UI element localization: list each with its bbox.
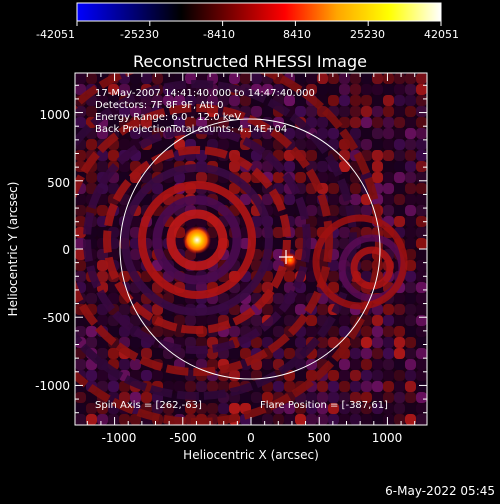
colorbar-ticks (76, 21, 442, 26)
y-tick-label: 0 (62, 243, 70, 257)
sidelobe-texture (75, 73, 427, 425)
info-block: 17-May-2007 14:41:40.000 to 14:47:40.000… (95, 88, 315, 135)
plot-title: Reconstructed RHESSI Image (133, 52, 367, 71)
backprojection-rings (75, 73, 408, 425)
colorbar-tick-label: -42051 (36, 28, 75, 41)
colorbar-tick-label: 8410 (283, 28, 311, 41)
colorbar-tick-label: -25230 (120, 28, 159, 41)
y-axis-title: Heliocentric Y (arcsec) (6, 182, 20, 317)
x-tick-label: 1000 (372, 431, 403, 445)
x-tick-label: -500 (169, 431, 196, 445)
x-tick-labels: -1000 -500 0 500 1000 (102, 431, 403, 445)
x-tick-label: 500 (308, 431, 331, 445)
axis-ticks (75, 73, 427, 425)
x-axis-title: Heliocentric X (arcsec) (183, 448, 319, 462)
y-tick-label: -500 (43, 311, 70, 325)
info-total-counts: Total counts: 4.14E+04 (170, 124, 287, 135)
info-energy-range: Energy Range: 6.0 - 12.0 keV (95, 112, 241, 123)
colorbar-gradient (76, 2, 442, 22)
info-detectors: Detectors: 7F 8F 9F, Att 0 (95, 100, 223, 111)
info-method: Back Projection (95, 124, 172, 135)
secondary-source (282, 252, 298, 268)
x-tick-label: 0 (247, 431, 255, 445)
x-tick-label: -1000 (102, 431, 137, 445)
spin-axis-label: Spin Axis = [262,-63] (95, 400, 202, 411)
date-stamp: 6-May-2022 05:45 (385, 484, 495, 498)
y-tick-label: -1000 (35, 379, 70, 393)
flare-position-label: Flare Position = [-387,61] (260, 400, 388, 411)
info-time-range: 17-May-2007 14:41:40.000 to 14:47:40.000 (95, 88, 315, 99)
y-tick-label: 1000 (39, 108, 70, 122)
primary-flare-source (183, 226, 211, 254)
colorbar-tick-label: 42051 (424, 28, 459, 41)
spin-axis-cross-icon (279, 250, 293, 264)
y-tick-labels: 1000 500 0 -500 -1000 (35, 108, 70, 393)
image-area (75, 73, 427, 425)
colorbar-tick-label: 25230 (350, 28, 385, 41)
colorbar: -42051 -25230 -8410 8410 25230 42051 (36, 2, 459, 41)
y-tick-label: 500 (47, 176, 70, 190)
solar-limb-circle (119, 118, 381, 380)
colorbar-tick-label: -8410 (203, 28, 235, 41)
